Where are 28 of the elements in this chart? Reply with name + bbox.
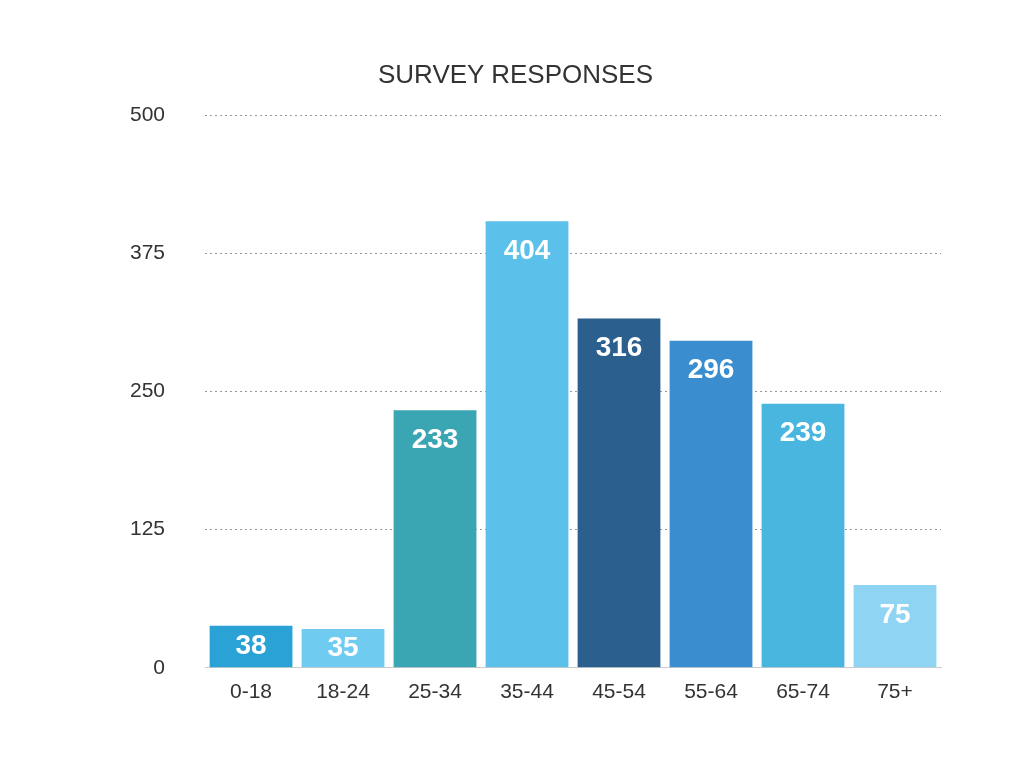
bar [669,340,753,668]
x-tick-label: 75+ [877,679,913,703]
chart-title: SURVEY RESPONSES [377,58,654,89]
data-label: 35 [327,630,359,662]
y-tick-label: 125 [129,516,166,540]
data-label: 38 [235,629,267,661]
data-label: 404 [503,234,551,266]
data-label: 296 [687,353,735,385]
data-label: 316 [595,331,643,363]
data-label: 239 [779,416,827,448]
y-tick-label: 500 [129,102,166,125]
x-tick-label: 35-44 [500,679,555,703]
data-label: 75 [879,597,911,629]
y-tick-label: 250 [129,378,166,402]
data-label: 233 [411,423,459,455]
x-tick-label: 0-18 [230,679,273,703]
y-tick-label: 375 [129,240,166,264]
x-tick-label: 55-64 [684,679,739,703]
bar [853,584,937,668]
bar [393,410,477,668]
bar [761,403,845,668]
bar [485,221,569,668]
y-tick-label: 0 [153,654,166,678]
x-tick-label: 25-34 [408,679,463,703]
x-tick-label: 45-54 [592,679,647,703]
x-tick-label: 65-74 [776,679,831,703]
x-tick-label: 18-24 [316,679,371,703]
bar [577,318,661,668]
